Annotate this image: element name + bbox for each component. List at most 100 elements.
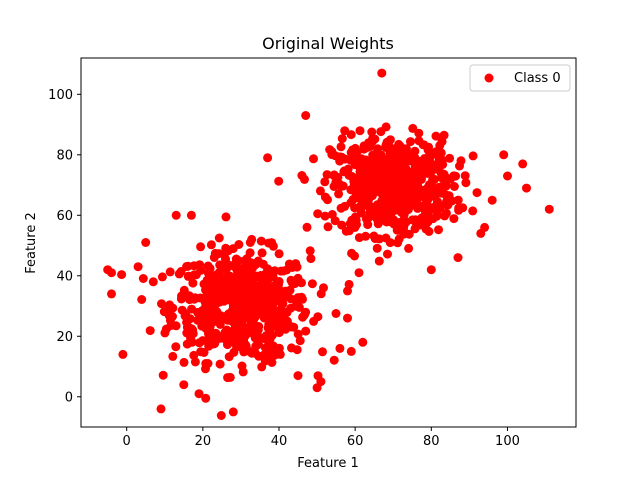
- legend: Class 0: [469, 64, 571, 92]
- data-point: [320, 177, 330, 187]
- data-point: [182, 328, 192, 338]
- data-point: [472, 188, 482, 198]
- data-point: [247, 234, 257, 244]
- data-point: [360, 191, 370, 201]
- data-point: [315, 186, 325, 196]
- data-point: [274, 176, 284, 186]
- data-point: [334, 189, 344, 199]
- data-point: [412, 189, 422, 199]
- data-point: [256, 236, 266, 246]
- data-point: [182, 318, 192, 327]
- data-point: [299, 310, 309, 320]
- data-point: [423, 217, 433, 227]
- data-point: [414, 128, 424, 138]
- legend-box: [469, 64, 571, 92]
- data-point: [348, 194, 358, 204]
- data-point: [198, 313, 208, 323]
- data-point: [347, 171, 357, 181]
- data-point: [171, 321, 181, 331]
- data-point: [368, 174, 378, 184]
- data-point: [207, 284, 217, 294]
- data-point: [398, 207, 408, 217]
- data-point: [301, 326, 311, 336]
- data-point: [200, 297, 210, 307]
- data-point: [369, 231, 379, 241]
- data-point: [259, 292, 269, 302]
- data-point: [290, 279, 300, 289]
- data-point: [196, 242, 206, 252]
- data-point: [390, 181, 400, 191]
- data-point: [261, 301, 271, 311]
- data-point: [216, 279, 226, 289]
- data-point: [212, 307, 222, 316]
- data-point: [346, 346, 356, 356]
- data-point: [355, 126, 365, 136]
- data-point: [373, 168, 383, 177]
- data-point: [377, 68, 387, 78]
- data-point: [385, 238, 395, 248]
- data-point: [434, 164, 444, 174]
- data-point: [350, 160, 360, 170]
- data-point: [522, 183, 531, 193]
- data-point: [267, 330, 277, 340]
- data-point: [377, 155, 387, 165]
- data-point: [468, 151, 478, 161]
- data-point: [341, 226, 351, 236]
- data-point: [346, 148, 356, 158]
- data-point: [133, 262, 143, 272]
- y-tick-label: 0: [65, 390, 73, 405]
- data-point: [223, 373, 233, 383]
- data-point: [157, 272, 167, 282]
- data-point: [408, 171, 418, 181]
- x-tick-label: 0: [123, 434, 131, 449]
- data-point: [382, 217, 392, 227]
- data-point: [201, 393, 211, 403]
- data-point: [293, 329, 303, 339]
- data-point: [408, 215, 417, 225]
- data-point: [245, 248, 255, 258]
- data-point: [367, 127, 377, 137]
- data-point: [404, 229, 414, 239]
- data-point: [107, 268, 116, 278]
- data-point: [404, 243, 414, 253]
- data-point: [460, 171, 470, 181]
- data-point: [267, 284, 277, 294]
- data-point: [320, 211, 330, 221]
- y-tick-label: 60: [56, 209, 73, 224]
- data-point: [194, 389, 204, 399]
- data-point: [365, 207, 375, 217]
- data-point: [158, 370, 168, 380]
- data-point: [327, 210, 337, 219]
- data-point: [374, 256, 384, 266]
- data-point: [323, 222, 333, 232]
- data-point: [224, 330, 234, 340]
- data-point: [203, 261, 213, 271]
- data-point: [370, 134, 380, 144]
- data-point: [461, 178, 471, 188]
- data-point: [254, 332, 264, 342]
- data-point: [350, 223, 360, 232]
- data-point: [118, 349, 128, 359]
- data-point: [274, 249, 284, 259]
- data-point: [449, 171, 459, 181]
- data-point: [240, 340, 250, 350]
- data-point: [359, 177, 368, 187]
- data-point: [338, 181, 348, 191]
- data-point: [394, 234, 404, 244]
- data-point: [138, 274, 148, 283]
- data-point: [181, 309, 191, 319]
- data-point: [168, 351, 178, 361]
- data-point: [440, 200, 450, 209]
- data-point: [251, 341, 261, 351]
- data-point: [335, 343, 345, 353]
- data-point: [228, 244, 238, 254]
- data-point: [396, 153, 406, 163]
- data-point: [274, 311, 283, 320]
- y-axis-label: Feature 2: [24, 212, 39, 274]
- data-point: [377, 180, 387, 190]
- data-point: [156, 404, 166, 414]
- data-point: [297, 278, 306, 288]
- data-point: [221, 212, 231, 222]
- data-point: [196, 347, 206, 357]
- data-point: [286, 322, 296, 332]
